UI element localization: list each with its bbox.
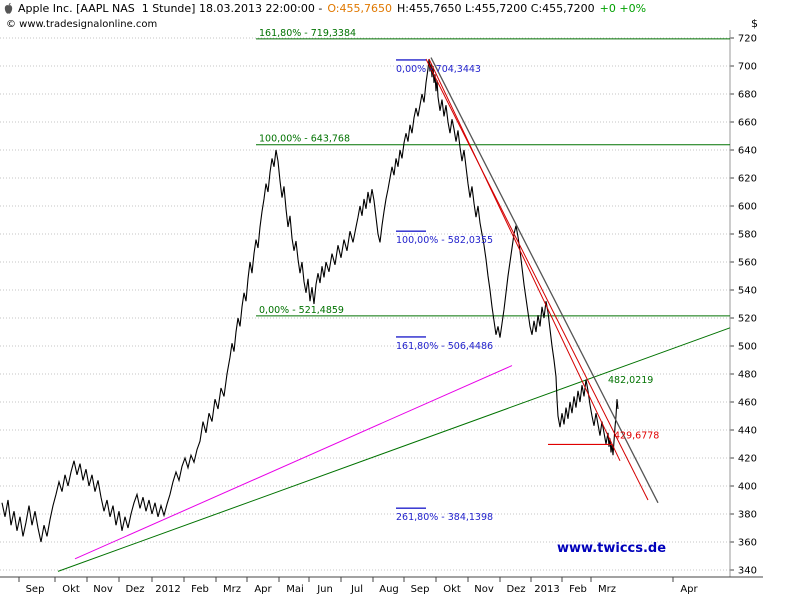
x-axis-label: Feb (191, 584, 209, 595)
watermark: © www.tradesignalonline.com (6, 19, 157, 30)
fib-retracement-label: 261,80% - 384,1398 (396, 512, 493, 523)
y-axis-label: 380 (738, 510, 757, 521)
resistance-level-label: 429,6778 (614, 430, 659, 441)
x-axis-label: Sep (411, 584, 430, 595)
x-axis-label: 2012 (155, 584, 180, 595)
x-axis-label: Okt (62, 584, 80, 595)
y-axis-label: 640 (738, 146, 757, 157)
x-axis-label: Feb (569, 584, 587, 595)
currency-symbol: $ (751, 17, 758, 30)
x-axis-label: Dez (506, 584, 525, 595)
y-axis-label: 420 (738, 454, 757, 465)
y-axis-label: 600 (738, 202, 757, 213)
y-axis-label: 440 (738, 426, 757, 437)
y-axis-label: 460 (738, 398, 757, 409)
y-axis-label: 560 (738, 258, 757, 269)
x-axis-label: Mrz (223, 584, 241, 595)
y-axis-label: 580 (738, 230, 757, 241)
x-axis-label: Dez (125, 584, 144, 595)
x-axis-label: Apr (254, 584, 272, 595)
fib-retracement-label: 100,00% - 582,0355 (396, 235, 493, 246)
fib-retracement-label: 0,00% - 704,3443 (396, 64, 481, 75)
fib-extension-label: 0,00% - 521,4859 (259, 305, 344, 316)
high-low-close-values: H:455,7650 L:455,7200 C:455,7200 (397, 1, 595, 15)
y-axis-label: 620 (738, 174, 757, 185)
y-axis-label: 660 (738, 118, 757, 129)
x-axis-label: Jul (350, 584, 363, 595)
y-axis-label: 520 (738, 314, 757, 325)
open-value: O:455,7650 (327, 1, 392, 15)
descending-gray (430, 57, 659, 504)
x-axis-label: Apr (680, 584, 698, 595)
x-axis-label: Sep (26, 584, 45, 595)
x-axis-label: Mai (286, 584, 304, 595)
site-link: www.twiccs.de (557, 541, 666, 556)
x-axis-label: Mrz (598, 584, 616, 595)
apple-logo-icon (3, 2, 14, 15)
chart-title: Apple Inc. [AAPL NAS 1 Stunde] 18.03.201… (18, 1, 323, 15)
x-axis-label: Nov (93, 584, 113, 595)
price-chart-canvas[interactable]: 720 700 680 660 640 620 600 580 560 540 520 500 480 4… (0, 16, 800, 600)
y-axis-label: 340 (738, 566, 757, 577)
ascending-support-green (57, 327, 731, 572)
y-axis-label: 680 (738, 90, 757, 101)
x-axis-label: Aug (379, 584, 399, 595)
fib-extension-label: 100,00% - 643,768 (259, 134, 350, 145)
y-axis-label: 360 (738, 538, 757, 549)
fib-retracement-label: 161,80% - 506,4486 (396, 341, 493, 352)
y-axis-label: 500 (738, 342, 757, 353)
change-value: +0 +0% (599, 1, 647, 15)
y-axis-label: 480 (738, 370, 757, 381)
y-axis-label: 700 (738, 62, 757, 73)
descending-red-2 (428, 58, 621, 462)
descending-red-1 (425, 58, 649, 501)
x-axis-label: Nov (474, 584, 494, 595)
title-bar: Apple Inc. [AAPL NAS 1 Stunde] 18.03.201… (0, 0, 800, 16)
y-axis-label: 540 (738, 286, 757, 297)
trendline-value-label: 482,0219 (608, 375, 653, 386)
ascending-magenta (74, 365, 513, 560)
x-axis-label: Okt (443, 584, 461, 595)
price-series (1, 58, 619, 543)
x-axis-label: Jun (316, 584, 333, 595)
fib-extension-label: 161,80% - 719,3384 (259, 28, 356, 39)
y-axis-label: 720 (738, 34, 757, 45)
x-axis-label: 2013 (534, 584, 559, 595)
y-axis-label: 400 (738, 482, 757, 493)
